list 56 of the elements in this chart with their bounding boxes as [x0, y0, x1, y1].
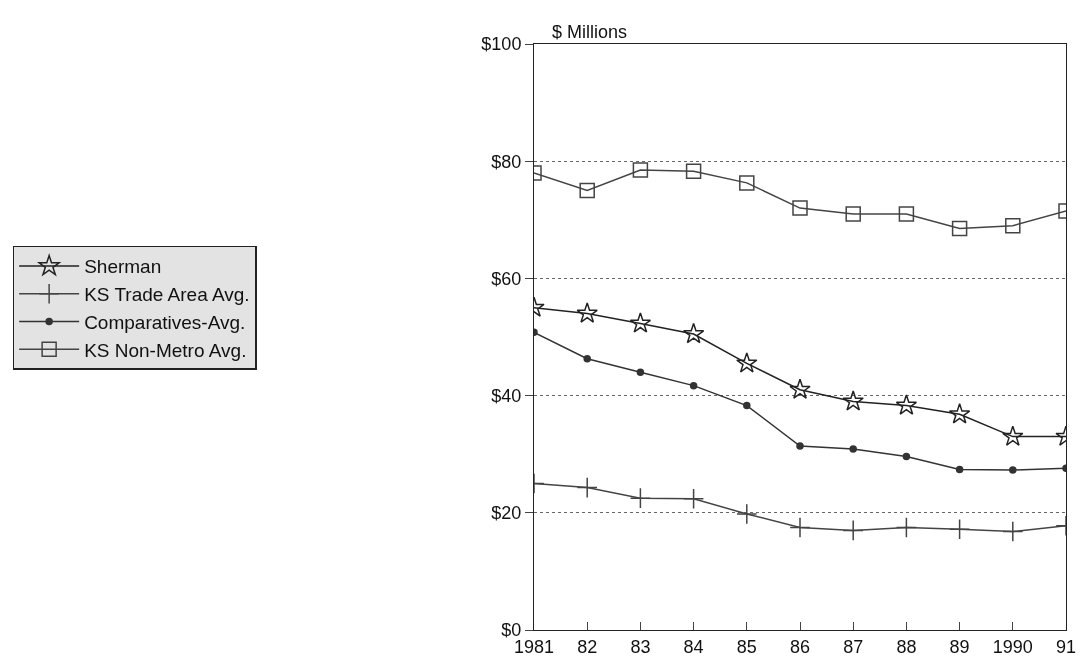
- y-tick-label: $80: [491, 151, 522, 172]
- point: [951, 220, 968, 237]
- point: [689, 381, 698, 390]
- point: [736, 352, 758, 373]
- point: [796, 442, 804, 450]
- point: [948, 403, 971, 424]
- point: [579, 182, 595, 199]
- point: [955, 465, 964, 474]
- y-tick-label: $60: [491, 268, 522, 289]
- point: [842, 519, 864, 541]
- legend-label: Comparatives-Avg.: [84, 311, 246, 333]
- x-tick-label: 84: [683, 636, 704, 657]
- point: [1002, 425, 1024, 446]
- x-tick-label: 86: [789, 636, 811, 657]
- point: [632, 162, 649, 178]
- point: [842, 390, 864, 411]
- x-tick-label: 83: [630, 636, 651, 657]
- point: [685, 163, 702, 179]
- point: [1009, 466, 1017, 474]
- point: [629, 312, 652, 333]
- point: [583, 354, 591, 363]
- point: [895, 394, 918, 415]
- point: [743, 401, 751, 410]
- point: [895, 516, 917, 538]
- x-tick-label: 85: [736, 636, 757, 657]
- y-axis-title: $ Millions: [552, 22, 628, 42]
- point: [629, 487, 651, 509]
- point: [576, 302, 598, 323]
- point: [1005, 217, 1021, 234]
- y-tick-label: $100: [481, 34, 522, 55]
- x-tick-label: 91: [1055, 636, 1077, 657]
- point: [845, 206, 861, 222]
- point: [789, 516, 811, 538]
- y-tick-label: $40: [491, 385, 522, 406]
- y-tick-label: $20: [491, 503, 522, 524]
- point: [902, 452, 911, 461]
- point: [682, 322, 705, 344]
- legend-label: KS Trade Area Avg.: [84, 284, 250, 306]
- point: [739, 175, 755, 191]
- legend-label: Sherman: [84, 256, 162, 278]
- point: [898, 206, 915, 222]
- point: [683, 488, 705, 510]
- x-tick-label: 88: [896, 636, 917, 657]
- point: [792, 200, 808, 216]
- point: [736, 503, 758, 525]
- legend-label: KS Non-Metro Avg.: [84, 339, 247, 361]
- x-tick-label: 82: [577, 636, 598, 657]
- point: [1002, 521, 1024, 543]
- point: [636, 368, 645, 376]
- point: [949, 518, 971, 540]
- point: [576, 477, 598, 499]
- point: [849, 445, 857, 453]
- x-tick-label: 87: [843, 636, 864, 657]
- x-tick-label: 89: [949, 636, 970, 657]
- point: [789, 378, 811, 399]
- x-tick-label: 1990: [992, 636, 1033, 657]
